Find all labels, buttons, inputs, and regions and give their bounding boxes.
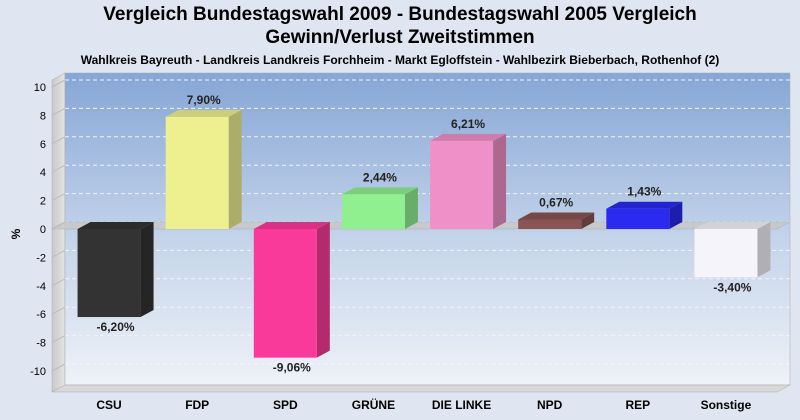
x-tick-label: DIE LINKE [432,398,491,412]
y-tick-label: 6 [40,139,46,151]
data-label: 6,21% [451,117,485,131]
data-label: 1,43% [627,185,661,199]
plot-floor [51,384,791,393]
gridline-side [51,136,66,145]
bar-front [518,219,582,229]
bar-npd: 0,67% [518,195,595,229]
bar-grüne: 2,44% [341,170,418,229]
data-label: -6,20% [97,320,135,334]
y-tick-label: 4 [40,167,46,179]
data-label: 7,90% [187,93,221,107]
bar-side [404,187,418,229]
x-tick-label: NPD [537,398,563,412]
bar-front [341,194,405,229]
bar-side [757,222,771,278]
x-tick-label: SPD [273,398,298,412]
bar-top [694,222,771,229]
gridline-side [51,306,66,315]
bar-top [77,222,154,229]
bar-side [316,222,330,358]
gridline-side [51,193,66,202]
bar-side [140,222,154,318]
bar-front [165,116,229,229]
bar-rep: 1,43% [606,185,683,229]
y-tick-label: -4 [36,281,46,293]
bar-front [430,140,494,229]
gridline-side [51,79,66,88]
gridline-side [51,164,66,173]
y-tick-label: -2 [36,252,46,264]
y-tick-label: -8 [36,338,46,350]
bar-csu: -6,20% [77,222,154,334]
bar-front [253,229,317,358]
y-tick-label: -10 [30,366,46,378]
bar-side [493,133,507,229]
y-axis-label: % [9,228,23,239]
bar-top [518,212,595,220]
gridline-side [51,335,66,344]
x-tick-label: Sonstige [701,398,752,412]
bar-front [77,229,141,318]
bar-top [430,133,507,141]
gridline-side [51,363,66,372]
plot-left-wall [51,72,66,393]
bar-top [606,201,683,209]
data-label: 0,67% [539,195,573,209]
bar-front [606,208,670,229]
y-tick-label: 10 [34,82,46,94]
y-tick-label: 2 [40,196,46,208]
bar-sonstige: -3,40% [694,222,771,294]
bar-fdp: 7,90% [165,93,242,229]
bar-top [341,187,418,195]
x-tick-label: GRÜNE [352,397,395,412]
gridline-side [51,278,66,287]
y-tick-label: 0 [40,224,46,236]
chart-title-line2: Gewinn/Verlust Zweitstimmen [265,27,535,48]
data-label: 2,44% [363,170,397,184]
gridline-side [51,107,66,116]
bar-spd: -9,06% [253,222,330,375]
x-tick-label: FDP [185,398,209,412]
data-label: -3,40% [713,280,751,294]
chart-title: Vergleich Bundestagswahl 2009 - Bundesta… [103,4,697,25]
bar-side [581,212,595,229]
bar-top [253,222,330,229]
bar-front [694,229,758,278]
y-tick-label: -6 [36,309,46,321]
chart-subtitle: Wahlkreis Bayreuth - Landkreis Landkreis… [80,53,720,67]
bar-side [228,109,242,229]
x-tick-label: REP [625,398,650,412]
bar-side [669,201,683,229]
bar-die-linke: 6,21% [430,117,507,229]
gridline-side [51,249,66,258]
x-tick-label: CSU [96,398,121,412]
bar-top [165,109,242,117]
data-label: -9,06% [273,361,311,375]
y-tick-label: 8 [40,110,46,122]
